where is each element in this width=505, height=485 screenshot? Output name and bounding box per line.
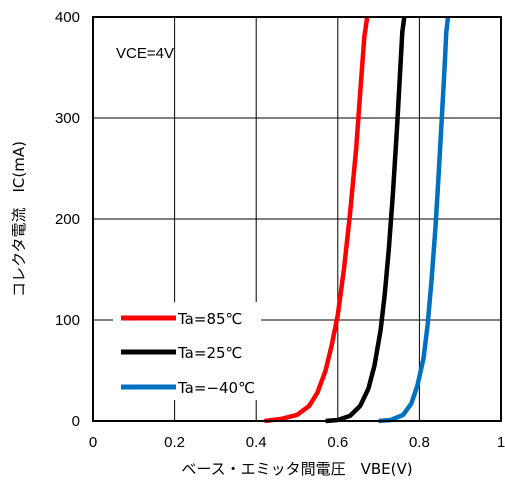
y-tick-label: 200 [55,211,80,228]
x-tick-label: 0.4 [246,434,267,451]
y-tick-label: 0 [72,413,80,430]
legend: Ta=85℃ Ta=25℃ Ta=−40℃ [113,302,261,400]
x-tick-label: 0.2 [164,434,185,451]
series-line [264,16,370,424]
x-tick-labels: 0 0.2 0.4 0.6 0.8 1 [89,434,505,451]
curves [264,16,451,424]
x-axis-label: ベース・エミッタ間電圧 VBE(V) [181,460,412,478]
grid [93,17,501,421]
series-line [378,16,451,424]
legend-label: Ta=−40℃ [177,379,255,397]
y-tick-label: 400 [55,9,80,26]
condition-annotation: VCE=4V [116,45,174,62]
y-tick-label: 100 [55,312,80,329]
legend-label: Ta=85℃ [177,310,242,328]
x-tick-label: 0 [89,434,97,451]
x-tick-label: 0.8 [409,434,430,451]
plot-frame [92,16,502,422]
x-tick-label: 1 [497,434,505,451]
y-tick-labels: 0 100 200 300 400 [55,9,80,430]
series-line [325,16,407,424]
y-tick-label: 300 [55,110,80,127]
legend-label: Ta=25℃ [177,344,242,362]
y-axis-label: コレクタ電流 IC(mA) [10,141,28,297]
x-tick-label: 0.6 [327,434,348,451]
